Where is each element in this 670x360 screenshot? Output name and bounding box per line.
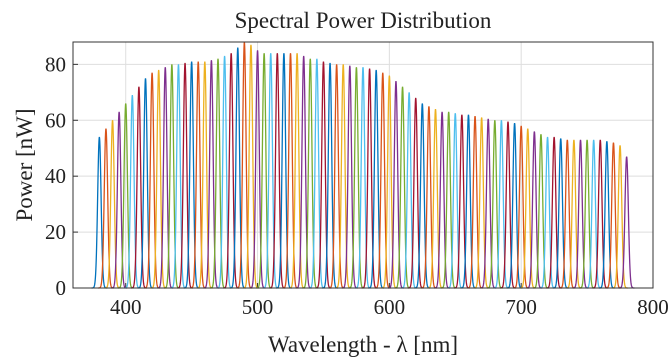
spectral-peak	[196, 61, 213, 289]
spectral-peak	[453, 114, 470, 289]
spectral-peak	[256, 53, 273, 289]
spectral-peak	[104, 120, 121, 289]
spectral-peak	[407, 97, 424, 289]
spectral-peak	[229, 47, 246, 289]
spectral-peak	[434, 111, 451, 289]
spectral-peak	[381, 75, 398, 289]
spectral-peak	[513, 125, 530, 289]
spectral-peak	[223, 53, 240, 289]
spectral-peak	[427, 108, 444, 289]
spectral-peak	[315, 61, 332, 289]
spectral-peak	[559, 139, 576, 289]
spectral-peak	[572, 139, 589, 289]
spectral-peak	[539, 136, 556, 289]
spectral-peak	[348, 67, 365, 289]
spectral-peak	[440, 111, 457, 289]
y-axis-label: Power [nW]	[12, 108, 37, 221]
spectral-peak	[552, 138, 569, 289]
spectral-peak	[506, 122, 523, 289]
spectral-peak	[150, 69, 167, 289]
spectral-peak	[414, 103, 431, 289]
spectral-peak	[526, 131, 543, 289]
spectral-peak	[388, 81, 404, 289]
spectral-peak	[249, 50, 266, 289]
spectral-peak	[190, 61, 207, 289]
spectral-peak	[612, 145, 628, 289]
spectral-peak	[368, 69, 385, 289]
spectral-peak	[177, 62, 193, 289]
spectral-peak	[183, 61, 200, 289]
x-tick-label: 600	[374, 295, 406, 319]
spectral-peak	[374, 72, 391, 289]
y-tick-label: 40	[45, 164, 66, 188]
spectral-peak	[401, 92, 418, 289]
spectral-peak	[269, 53, 286, 289]
spectral-peak	[533, 134, 549, 289]
spectral-peak	[480, 118, 497, 289]
spectral-peak	[243, 44, 259, 289]
y-tick-label: 20	[45, 220, 66, 244]
axes-box	[72, 41, 654, 289]
spectral-peak	[486, 120, 503, 289]
x-tick-label: 500	[242, 295, 274, 319]
spectral-peak	[605, 142, 622, 289]
spectral-peak	[467, 115, 483, 289]
spectral-peak	[203, 60, 220, 289]
spectral-peak	[216, 55, 233, 289]
spectral-peak	[98, 128, 114, 289]
spectral-peak	[447, 113, 464, 289]
spectral-peak	[170, 64, 187, 289]
spectral-peak	[322, 62, 338, 289]
y-tick-label: 0	[56, 276, 67, 300]
spectral-peak	[493, 120, 510, 289]
x-tick-label: 400	[110, 295, 142, 319]
spectral-peak	[91, 136, 108, 289]
spectral-peak	[598, 141, 615, 289]
spectral-peak	[157, 67, 174, 289]
spectral-peak	[276, 53, 292, 289]
y-tick-label: 60	[45, 108, 66, 132]
spectral-peak	[579, 139, 596, 289]
x-axis-label: Wavelength - λ [nm]	[268, 332, 458, 357]
spectral-peak	[124, 95, 141, 289]
spectral-peak	[460, 114, 477, 289]
y-tick-label: 80	[45, 52, 66, 76]
spectral-peak	[592, 139, 609, 289]
spectral-peak	[282, 53, 299, 289]
spectral-peak	[130, 86, 147, 289]
spectral-peak	[163, 64, 180, 289]
spectral-peak	[585, 139, 602, 289]
spectral-peak	[289, 53, 305, 289]
spectral-peak	[295, 55, 312, 289]
spectral-peak	[111, 111, 128, 289]
spectral-peak	[308, 58, 325, 289]
spectral-peak	[546, 136, 563, 289]
spectral-peak	[137, 78, 154, 289]
spectral-peak	[302, 58, 319, 289]
spectral-peak	[618, 156, 635, 289]
spectral-peak	[262, 53, 279, 289]
x-tick-label: 700	[505, 295, 537, 319]
spectral-peak	[341, 65, 358, 289]
spectral-peak	[394, 86, 411, 289]
spectral-peak	[355, 67, 371, 289]
spectral-peak	[144, 72, 160, 289]
x-tick-label: 800	[637, 295, 669, 319]
spectral-peak	[565, 139, 582, 289]
spectral-peak	[210, 58, 226, 289]
spectral-peak	[500, 121, 516, 289]
spectral-peak	[420, 106, 437, 289]
spectral-peak	[117, 103, 134, 289]
spectral-peak	[473, 117, 490, 289]
spectral-peak	[519, 128, 536, 289]
chart-title: Spectral Power Distribution	[235, 8, 492, 33]
spectral-peak	[335, 64, 352, 289]
spectral-peak	[361, 68, 378, 289]
spectral-peak	[328, 64, 345, 289]
